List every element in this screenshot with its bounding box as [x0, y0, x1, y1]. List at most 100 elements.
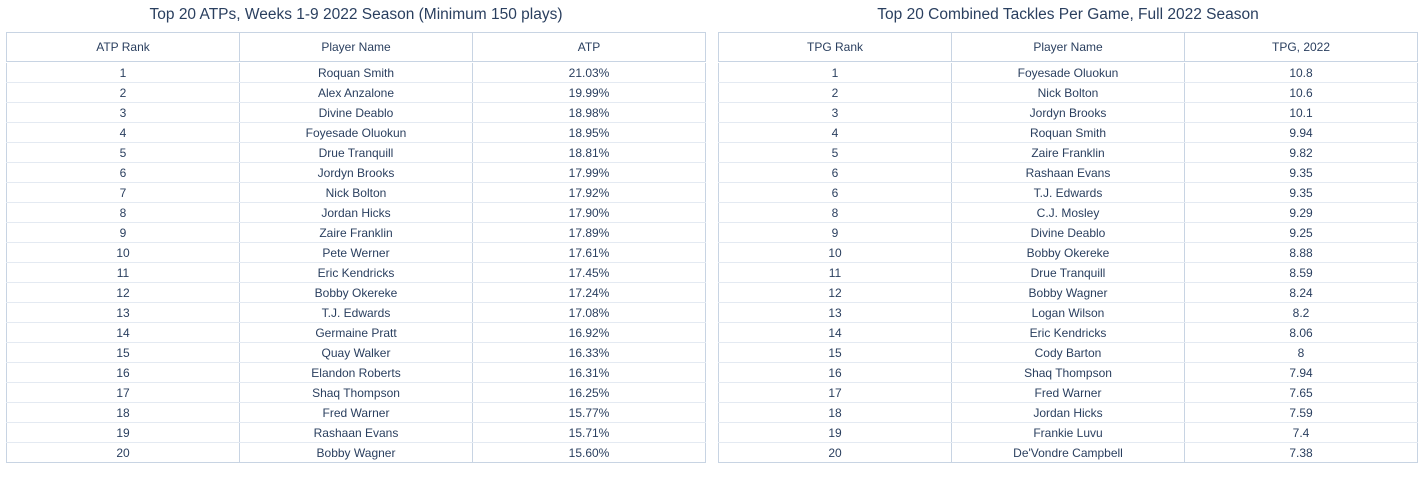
rank-cell: 2	[718, 82, 952, 103]
value-cell: 10.1	[1184, 102, 1418, 123]
rank-cell: 8	[718, 202, 952, 223]
tpg-table-panel: Top 20 Combined Tackles Per Game, Full 2…	[718, 0, 1418, 463]
column-header-player-name: Player Name	[239, 32, 473, 62]
value-cell: 9.35	[1184, 182, 1418, 203]
table-row: 10 Pete Werner 17.61%	[6, 242, 706, 263]
value-cell: 18.95%	[472, 122, 706, 143]
value-cell: 17.08%	[472, 302, 706, 323]
table-row: 16 Elandon Roberts 16.31%	[6, 362, 706, 383]
table-row: 15 Cody Barton 8	[718, 342, 1418, 363]
table-header-row: TPG Rank Player Name TPG, 2022	[718, 32, 1418, 62]
table-row: 2 Nick Bolton 10.6	[718, 82, 1418, 103]
table-row: 7 Nick Bolton 17.92%	[6, 182, 706, 203]
player-name-cell: Drue Tranquill	[239, 142, 473, 163]
table-row: 6 T.J. Edwards 9.35	[718, 182, 1418, 203]
rank-cell: 15	[6, 342, 240, 363]
rank-cell: 12	[6, 282, 240, 303]
rank-cell: 4	[6, 122, 240, 143]
value-cell: 17.89%	[472, 222, 706, 243]
player-name-cell: T.J. Edwards	[239, 302, 473, 323]
gap-cell	[951, 61, 1185, 63]
value-cell: 17.61%	[472, 242, 706, 263]
table-row: 12 Bobby Okereke 17.24%	[6, 282, 706, 303]
table-row: 2 Alex Anzalone 19.99%	[6, 82, 706, 103]
rank-cell: 2	[6, 82, 240, 103]
table-header-row: ATP Rank Player Name ATP	[6, 32, 706, 62]
value-cell: 8	[1184, 342, 1418, 363]
column-header-player-name: Player Name	[951, 32, 1185, 62]
player-name-cell: Foyesade Oluokun	[239, 122, 473, 143]
value-cell: 17.24%	[472, 282, 706, 303]
rank-cell: 13	[718, 302, 952, 323]
rank-cell: 19	[6, 422, 240, 443]
rank-cell: 4	[718, 122, 952, 143]
table-row: 20 De'Vondre Campbell 7.38	[718, 442, 1418, 463]
value-cell: 19.99%	[472, 82, 706, 103]
rank-cell: 19	[718, 422, 952, 443]
player-name-cell: Bobby Okereke	[239, 282, 473, 303]
player-name-cell: Shaq Thompson	[951, 362, 1185, 383]
rank-cell: 6	[6, 162, 240, 183]
rank-cell: 17	[6, 382, 240, 403]
player-name-cell: Rashaan Evans	[951, 162, 1185, 183]
table-row: 17 Fred Warner 7.65	[718, 382, 1418, 403]
table-row: 19 Rashaan Evans 15.71%	[6, 422, 706, 443]
value-cell: 9.25	[1184, 222, 1418, 243]
player-name-cell: Jordan Hicks	[239, 202, 473, 223]
value-cell: 8.2	[1184, 302, 1418, 323]
table-row: 17 Shaq Thompson 16.25%	[6, 382, 706, 403]
player-name-cell: Logan Wilson	[951, 302, 1185, 323]
table-row: 19 Frankie Luvu 7.4	[718, 422, 1418, 443]
value-cell: 9.94	[1184, 122, 1418, 143]
table-row: 20 Bobby Wagner 15.60%	[6, 442, 706, 463]
player-name-cell: C.J. Mosley	[951, 202, 1185, 223]
value-cell: 17.45%	[472, 262, 706, 283]
table-row: 5 Drue Tranquill 18.81%	[6, 142, 706, 163]
value-cell: 7.94	[1184, 362, 1418, 383]
atp-table-title: Top 20 ATPs, Weeks 1-9 2022 Season (Mini…	[149, 6, 563, 23]
rank-cell: 18	[6, 402, 240, 423]
table-row: 16 Shaq Thompson 7.94	[718, 362, 1418, 383]
rank-cell: 11	[6, 262, 240, 283]
rank-cell: 16	[6, 362, 240, 383]
value-cell: 17.99%	[472, 162, 706, 183]
table-row: 14 Eric Kendricks 8.06	[718, 322, 1418, 343]
value-cell: 8.24	[1184, 282, 1418, 303]
player-name-cell: Cody Barton	[951, 342, 1185, 363]
rank-cell: 5	[718, 142, 952, 163]
table-row: 12 Bobby Wagner 8.24	[718, 282, 1418, 303]
table-row: 3 Jordyn Brooks 10.1	[718, 102, 1418, 123]
header-gap-row	[6, 61, 706, 63]
column-header-atp: ATP	[472, 32, 706, 62]
player-name-cell: Bobby Wagner	[951, 282, 1185, 303]
value-cell: 18.98%	[472, 102, 706, 123]
player-name-cell: Alex Anzalone	[239, 82, 473, 103]
tpg-table-title: Top 20 Combined Tackles Per Game, Full 2…	[877, 6, 1259, 23]
player-name-cell: Bobby Wagner	[239, 442, 473, 463]
rank-cell: 11	[718, 262, 952, 283]
gap-cell	[6, 61, 240, 63]
tpg-table: TPG Rank Player Name TPG, 2022 1 Foyesade…	[718, 32, 1418, 463]
table-row: 11 Drue Tranquill 8.59	[718, 262, 1418, 283]
table-row: 18 Fred Warner 15.77%	[6, 402, 706, 423]
player-name-cell: Jordan Hicks	[951, 402, 1185, 423]
value-cell: 10.8	[1184, 63, 1418, 83]
rank-cell: 9	[718, 222, 952, 243]
player-name-cell: Roquan Smith	[951, 122, 1185, 143]
player-name-cell: Roquan Smith	[239, 63, 473, 83]
table-row: 1 Foyesade Oluokun 10.8	[718, 63, 1418, 83]
rank-cell: 13	[6, 302, 240, 323]
player-name-cell: De'Vondre Campbell	[951, 442, 1185, 463]
value-cell: 17.90%	[472, 202, 706, 223]
player-name-cell: Pete Werner	[239, 242, 473, 263]
column-header-tpg-rank: TPG Rank	[718, 32, 952, 62]
value-cell: 18.81%	[472, 142, 706, 163]
player-name-cell: Elandon Roberts	[239, 362, 473, 383]
player-name-cell: Nick Bolton	[951, 82, 1185, 103]
table-row: 9 Zaire Franklin 17.89%	[6, 222, 706, 243]
player-name-cell: Zaire Franklin	[951, 142, 1185, 163]
table-row: 14 Germaine Pratt 16.92%	[6, 322, 706, 343]
player-name-cell: Frankie Luvu	[951, 422, 1185, 443]
value-cell: 15.77%	[472, 402, 706, 423]
rank-cell: 10	[6, 242, 240, 263]
